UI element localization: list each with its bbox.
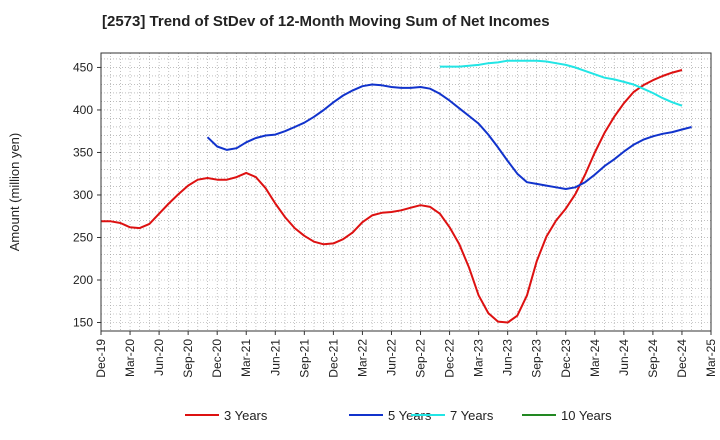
x-tick-label: Mar-21 <box>239 339 253 377</box>
y-tick-label: 300 <box>73 188 93 202</box>
y-tick-label: 250 <box>73 230 93 244</box>
x-tick-label: Mar-22 <box>355 339 369 377</box>
x-tick-label: Mar-24 <box>588 339 602 377</box>
x-tick-label: Jun-23 <box>501 339 515 376</box>
x-tick-label: Sep-24 <box>646 339 660 378</box>
chart-title: [2573] Trend of StDev of 12-Month Moving… <box>102 13 550 30</box>
legend-label-10-years: 10 Years <box>561 408 612 423</box>
x-tick-label: Jun-21 <box>268 339 282 376</box>
x-tick-label: Dec-22 <box>443 339 457 378</box>
legend-label-7-years: 7 Years <box>450 408 494 423</box>
x-tick-label: Jun-24 <box>617 339 631 376</box>
series-line-7-years <box>439 59 683 107</box>
series-line-3-years <box>101 69 683 324</box>
axes: 150 200 250 300 350 400 450 Dec-19 Mar-20 Jun-20 S… <box>73 60 718 377</box>
y-tick-label: 200 <box>73 273 93 287</box>
x-tick-label: Mar-20 <box>123 339 137 377</box>
x-tick-label: Jun-22 <box>384 339 398 376</box>
x-tick-label: Sep-23 <box>530 339 544 378</box>
x-tick-label: Mar-25 <box>704 339 718 377</box>
x-tick-label: Sep-22 <box>414 339 428 378</box>
x-tick-label: Dec-21 <box>326 339 340 378</box>
x-tick-label: Dec-19 <box>94 339 108 378</box>
x-tick-label: Sep-21 <box>297 339 311 378</box>
legend-label-3-years: 3 Years <box>224 408 268 423</box>
y-tick-label: 400 <box>73 103 93 117</box>
legend: 3 Years 5 Years 7 Years 10 Years <box>185 408 612 423</box>
y-tick-label: 450 <box>73 60 93 74</box>
x-tick-label: Dec-20 <box>210 339 224 378</box>
series-layer <box>101 59 692 324</box>
legend-label-5-years: 5 Years <box>388 408 432 423</box>
grid <box>100 53 712 332</box>
x-tick-label: Dec-23 <box>559 339 573 378</box>
y-tick-label: 150 <box>73 315 93 329</box>
y-axis-label: Amount (million yen) <box>7 133 22 252</box>
plot-frame <box>100 52 712 332</box>
y-tick-label: 350 <box>73 145 93 159</box>
x-tick-label: Sep-20 <box>181 339 195 378</box>
x-tick-label: Jun-20 <box>152 339 166 376</box>
x-tick-label: Mar-23 <box>472 339 486 377</box>
series-line-5-years <box>206 83 692 190</box>
x-tick-label: Dec-24 <box>675 339 689 378</box>
